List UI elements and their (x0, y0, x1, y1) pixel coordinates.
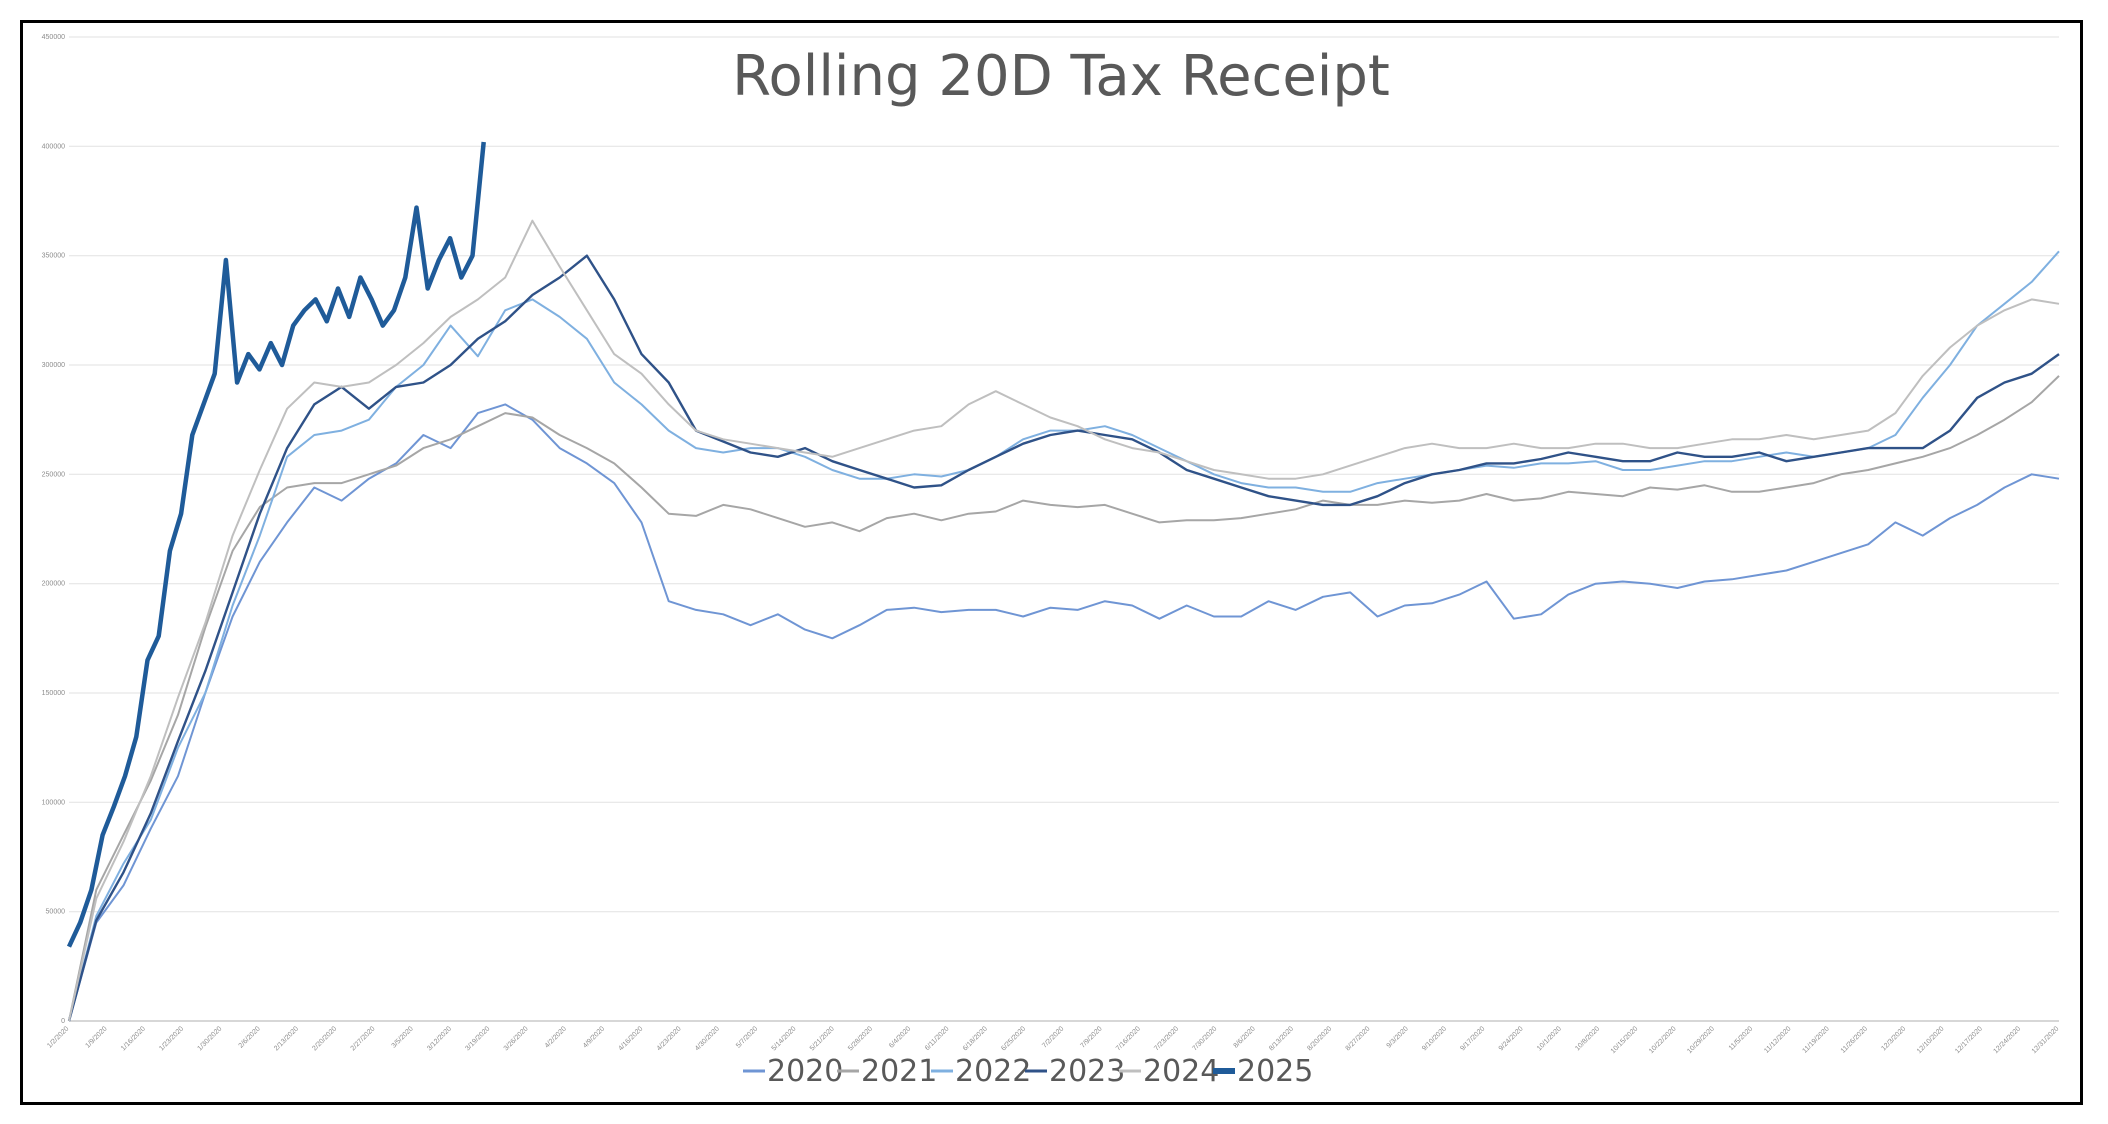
x-tick-label: 7/23/2020 (1153, 1025, 1180, 1052)
legend-label-2024: 2024 (1143, 1054, 1219, 1089)
y-tick-label: 150000 (42, 690, 65, 697)
x-tick-label: 3/12/2020 (426, 1025, 453, 1052)
legend-label-2025: 2025 (1237, 1054, 1313, 1089)
series-lines (66, 141, 2060, 1022)
x-tick-label: 5/21/2020 (809, 1025, 836, 1052)
series-line-2022 (68, 250, 2060, 1022)
x-tick-label: 11/12/2020 (1763, 1025, 1792, 1054)
series-line-2021 (68, 375, 2060, 1022)
x-tick-label: 2/27/2020 (350, 1025, 377, 1052)
x-tick-label: 5/28/2020 (847, 1025, 874, 1052)
y-tick-label: 450000 (42, 34, 65, 41)
legend-label-2020: 2020 (767, 1054, 843, 1089)
x-tick-label: 2/13/2020 (273, 1025, 300, 1052)
x-tick-label: 12/31/2020 (2031, 1025, 2061, 1055)
x-tick-label: 12/24/2020 (1992, 1025, 2022, 1055)
x-tick-label: 3/19/2020 (464, 1025, 491, 1052)
x-tick-label: 11/5/2020 (1728, 1025, 1755, 1052)
x-tick-label: 2/6/2020 (238, 1025, 262, 1049)
series-line-2020 (68, 403, 2060, 1022)
x-tick-label: 10/22/2020 (1648, 1025, 1678, 1055)
line-chart: Rolling 20D Tax Receipt 0 50000 100000 1500… (42, 34, 2061, 1089)
x-tick-label: 4/9/2020 (582, 1025, 606, 1049)
chart-frame: Rolling 20D Tax Receipt 0 50000 100000 1500… (20, 20, 2083, 1105)
x-tick-label: 1/23/2020 (158, 1025, 185, 1052)
x-tick-label: 4/16/2020 (617, 1025, 644, 1052)
x-tick-label: 8/6/2020 (1233, 1025, 1257, 1049)
gridlines (69, 36, 2059, 1022)
x-tick-label: 2/20/2020 (311, 1025, 338, 1052)
series-line-2023 (67, 254, 2060, 1022)
x-tick-label: 9/24/2020 (1498, 1025, 1525, 1052)
x-tick-label: 1/2/2020 (46, 1025, 70, 1049)
legend-label-2022: 2022 (955, 1054, 1031, 1089)
x-tick-label: 9/3/2020 (1386, 1025, 1410, 1049)
x-tick-label: 4/30/2020 (694, 1025, 721, 1052)
legend: 2020 2021 2022 2023 2024 2025 (743, 1054, 1313, 1089)
y-tick-label: 350000 (42, 253, 65, 260)
x-tick-label: 4/23/2020 (656, 1025, 683, 1052)
x-tick-label: 1/9/2020 (84, 1025, 108, 1049)
x-tick-label: 12/3/2020 (1880, 1025, 1907, 1052)
chart-title: Rolling 20D Tax Receipt (732, 44, 1390, 109)
legend-label-2023: 2023 (1049, 1054, 1125, 1089)
y-tick-label: 50000 (46, 909, 66, 916)
x-tick-label: 7/2/2020 (1041, 1025, 1065, 1049)
x-tick-label: 4/2/2020 (544, 1025, 568, 1049)
x-tick-label: 12/10/2020 (1916, 1025, 1946, 1055)
series-line-2025 (66, 141, 486, 948)
x-tick-label: 11/26/2020 (1840, 1025, 1869, 1054)
x-tick-label: 8/13/2020 (1268, 1025, 1295, 1052)
y-tick-label: 0 (61, 1018, 65, 1025)
x-tick-label: 10/29/2020 (1686, 1025, 1716, 1055)
y-tick-label: 100000 (42, 799, 65, 806)
y-tick-label: 250000 (42, 471, 65, 478)
x-tick-label: 10/8/2020 (1574, 1025, 1601, 1052)
x-tick-label: 6/4/2020 (888, 1025, 912, 1049)
y-axis-ticks: 0 50000 100000 150000 200000 250000 300000 3500… (42, 34, 65, 1025)
x-axis-ticks: 1/2/2020 1/9/2020 1/16/2020 1/23/2020 1/30/2… (46, 1025, 2060, 1055)
x-tick-label: 8/20/2020 (1306, 1025, 1333, 1052)
y-tick-label: 400000 (42, 143, 65, 150)
x-tick-label: 12/17/2020 (1954, 1025, 1984, 1055)
x-tick-label: 6/25/2020 (1000, 1025, 1027, 1052)
x-tick-label: 1/30/2020 (197, 1025, 224, 1052)
x-tick-label: 9/10/2020 (1421, 1025, 1448, 1052)
x-tick-label: 3/5/2020 (391, 1025, 415, 1049)
series-line-2024 (68, 219, 2060, 1022)
x-tick-label: 3/26/2020 (503, 1025, 530, 1052)
x-tick-label: 7/16/2020 (1115, 1025, 1142, 1052)
x-tick-label: 8/27/2020 (1345, 1025, 1372, 1052)
x-tick-label: 9/17/2020 (1459, 1025, 1486, 1052)
x-tick-label: 7/9/2020 (1079, 1025, 1103, 1049)
legend-label-2021: 2021 (861, 1054, 937, 1089)
x-tick-label: 1/16/2020 (120, 1025, 147, 1052)
x-tick-label: 6/18/2020 (962, 1025, 989, 1052)
x-tick-label: 7/30/2020 (1192, 1025, 1219, 1052)
x-tick-label: 6/11/2020 (924, 1025, 951, 1052)
x-tick-label: 5/14/2020 (771, 1025, 798, 1052)
x-tick-label: 5/7/2020 (735, 1025, 759, 1049)
y-tick-label: 300000 (42, 362, 65, 369)
x-tick-label: 10/15/2020 (1610, 1025, 1640, 1055)
y-tick-label: 200000 (42, 581, 65, 588)
x-tick-label: 11/19/2020 (1801, 1025, 1830, 1054)
x-tick-label: 10/1/2020 (1536, 1025, 1563, 1052)
